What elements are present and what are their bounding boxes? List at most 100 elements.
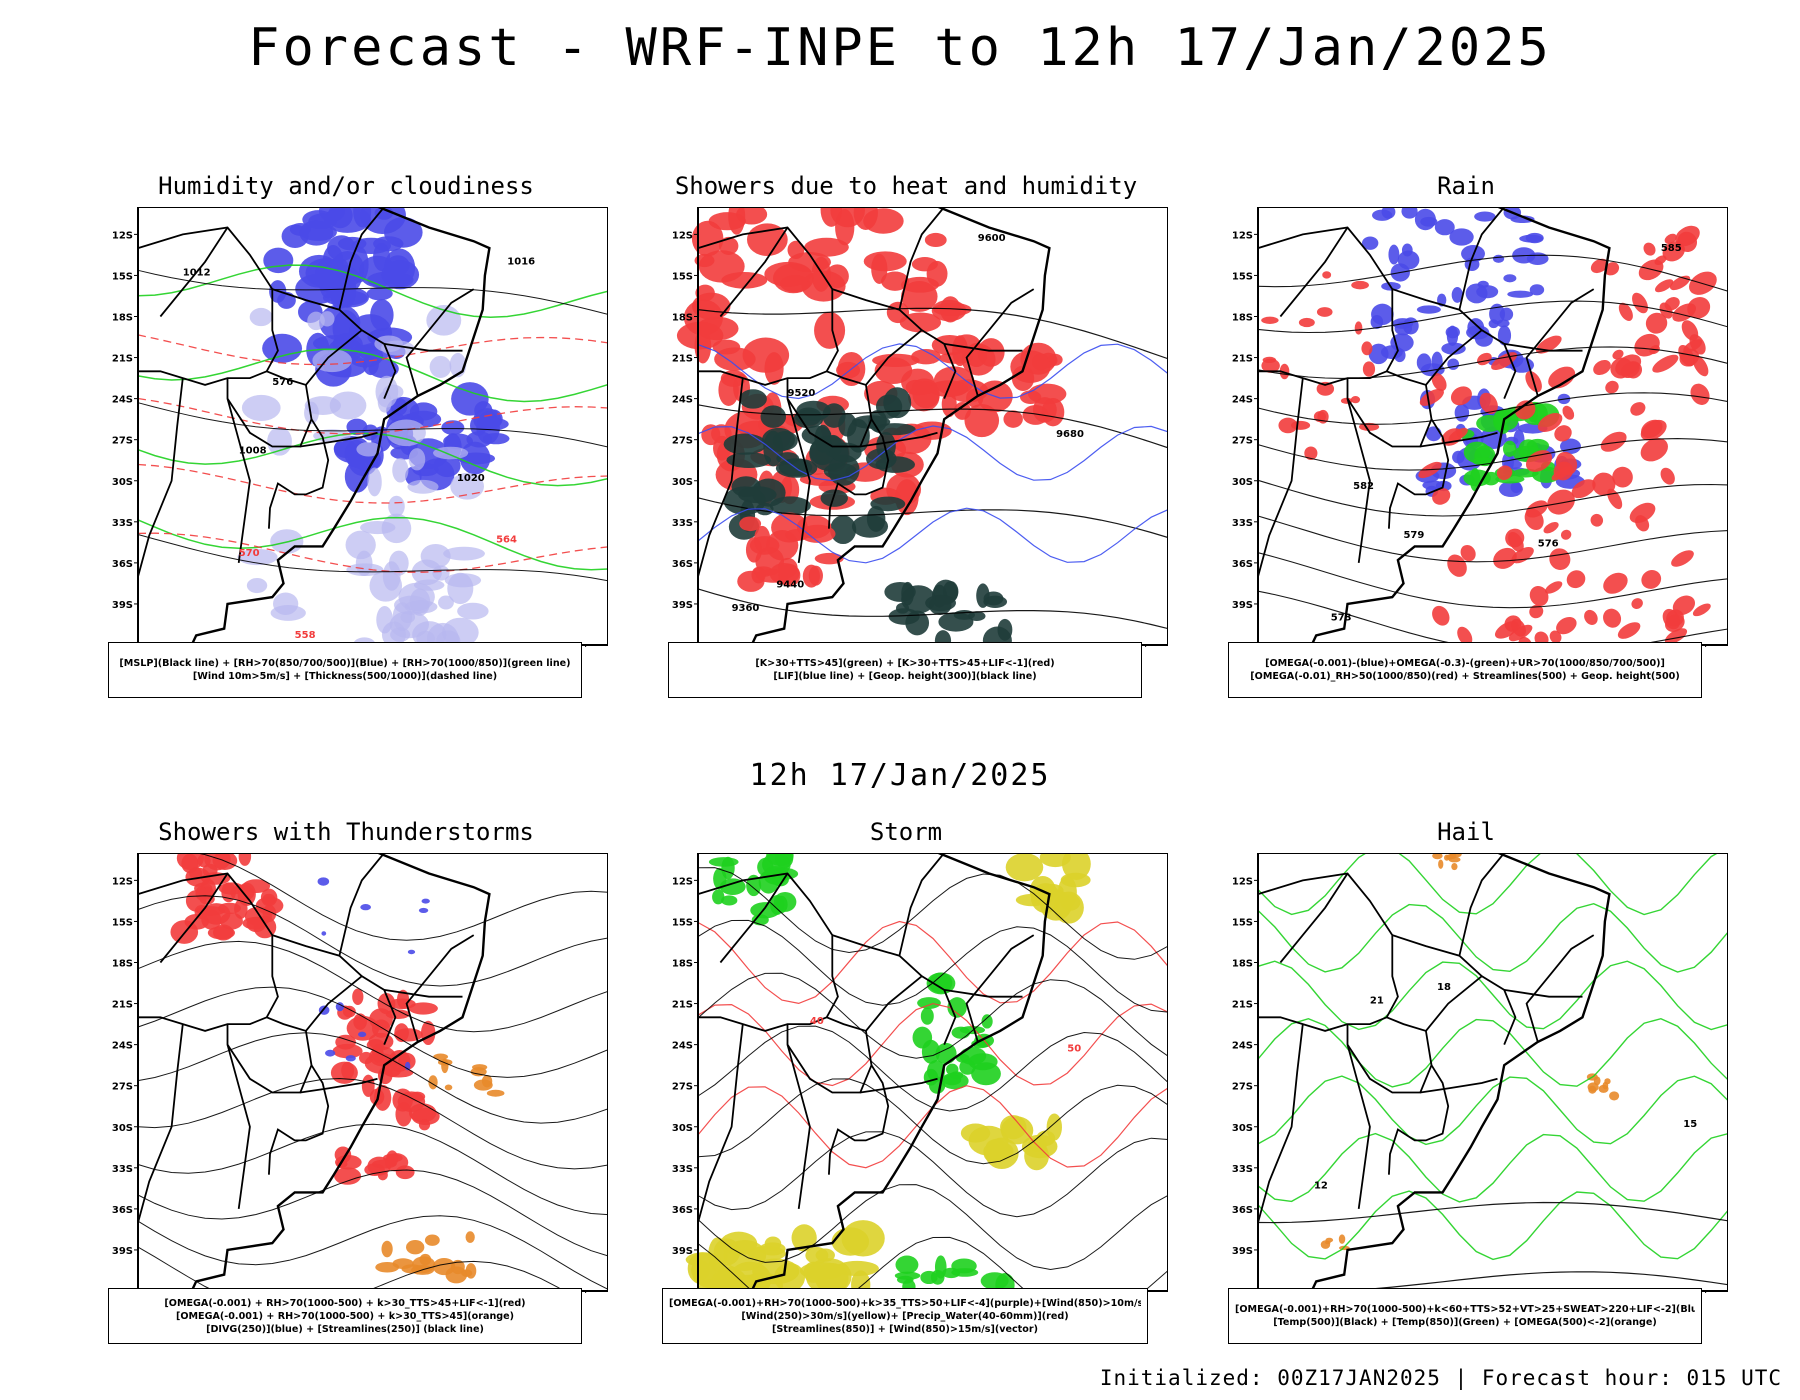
lat-label: 24S [672,395,693,406]
contour-line [137,348,608,403]
field-blob [1432,605,1450,626]
field-blob [1618,302,1633,321]
field-blob [799,1262,845,1280]
country-border [719,227,789,318]
map-storm[interactable]: 12S15S18S21S24S27S30S33S36S39S42S70W65W6… [668,853,1168,1293]
field-blob [719,878,746,895]
field-blob [242,917,267,930]
field-blob [420,1020,436,1046]
country-border [305,329,363,386]
field-blob [866,448,897,470]
contour-label: 9520 [788,388,816,399]
legend-line: [OMEGA(-0.001) + RH>70(1000-500) + k>30_… [164,1297,526,1309]
country-border [697,226,839,386]
lat-label: 33S [1232,1164,1253,1175]
field-blob [718,236,739,255]
country-border [1257,226,1399,386]
field-blob [1584,609,1598,625]
country-border [405,288,475,397]
field-blob [1525,500,1548,518]
contour-label: 50 [1067,1043,1081,1054]
contour-line [697,307,1168,360]
field-blob [337,236,367,251]
field-blob [1320,1240,1331,1249]
map-showers-heat[interactable]: 12S15S18S21S24S27S30S33S36S39S42S70W65W6… [668,207,1168,647]
contour-line [697,343,1168,400]
field-blob [1394,321,1413,336]
field-blob [1553,461,1574,481]
lat-label: 21S [1232,1000,1253,1011]
field-blob [390,627,411,642]
lat-label: 21S [672,1000,693,1011]
field-blob [805,1247,829,1265]
field-blob [1612,349,1624,360]
field-blob [1354,321,1363,335]
field-blob [1350,396,1361,404]
map-humidity[interactable]: 12S15S18S21S24S27S30S33S36S39S42S70W65W6… [108,207,608,647]
field-blob [1432,487,1451,505]
field-blob [421,898,430,904]
legend-line: [OMEGA(-0.01)_RH>50(1000/850)(red) + Str… [1250,671,1680,682]
lat-label: 12S [1232,876,1253,887]
field-blob [976,583,990,608]
field-blob [356,441,381,457]
field-blob [1496,319,1510,328]
field-blob [1681,320,1699,341]
contour-line [137,986,608,1078]
field-blob [1672,303,1697,322]
field-blob [432,1258,456,1276]
field-blob [831,1227,870,1256]
panel-humidity: Humidity and/or cloudiness 12S 15S 18S 21S 2… [108,172,608,702]
field-blob [1529,284,1545,296]
field-blob [1003,410,1023,428]
field-blob [1669,275,1691,291]
field-blob [791,1224,817,1252]
field-blob [395,1165,415,1180]
field-blob [771,512,808,543]
country-border [865,975,923,1032]
contour-label: 576 [272,377,293,388]
field-blob [470,1067,487,1077]
contour-label: 15 [1683,1119,1697,1130]
field-blob [345,1055,356,1062]
map-hail[interactable]: 12S15S18S21S24S27S30S33S36S39S42S70W65W6… [1228,853,1728,1293]
field-blob [1641,419,1663,438]
map-rain[interactable]: 12S15S18S21S24S27S30S33S36S39S42S70W65W6… [1228,207,1728,647]
field-blob [1372,209,1393,221]
field-blob [1664,233,1677,244]
field-blob [424,1234,440,1246]
field-blob [1322,271,1332,279]
field-blob [1262,356,1277,364]
field-blob [1543,522,1559,534]
field-blob [1652,354,1679,373]
contour-label: 576 [1538,538,1559,549]
field-blob [742,337,790,373]
field-blob [983,1145,1004,1163]
field-blob [721,856,735,880]
map-background [1258,853,1728,1291]
contour-line [137,1123,608,1216]
field-blob [1510,481,1522,494]
field-blob [820,207,842,227]
field-blob [383,217,423,248]
contour-line [137,895,608,987]
country-border [1420,431,1498,448]
field-blob [1041,397,1065,427]
contour-line [137,1169,608,1257]
field-blob [1444,854,1450,861]
field-blob [307,311,325,331]
country-border [226,1016,313,1094]
map-thunderstorms[interactable]: 12S15S18S21S24S27S30S33S36S39S42S70W65W6… [108,853,608,1293]
panel-showers-heat: Showers due to heat and humidity 12S 15S 1… [668,172,1168,702]
field-blob [1449,228,1474,246]
lat-label: 33S [112,1164,133,1175]
panel-rain: Rain 12S15S18S21S24S27S30S33S36S39S42S70… [1228,172,1728,702]
lat-label: 30S [672,477,693,488]
field-blob [1447,554,1467,577]
field-blob [369,1008,393,1031]
field-blob [1496,465,1513,481]
field-blob [1447,358,1460,370]
contour-line [1257,1075,1728,1146]
contour-label: 573 [1331,612,1352,623]
field-blob [1590,513,1604,527]
